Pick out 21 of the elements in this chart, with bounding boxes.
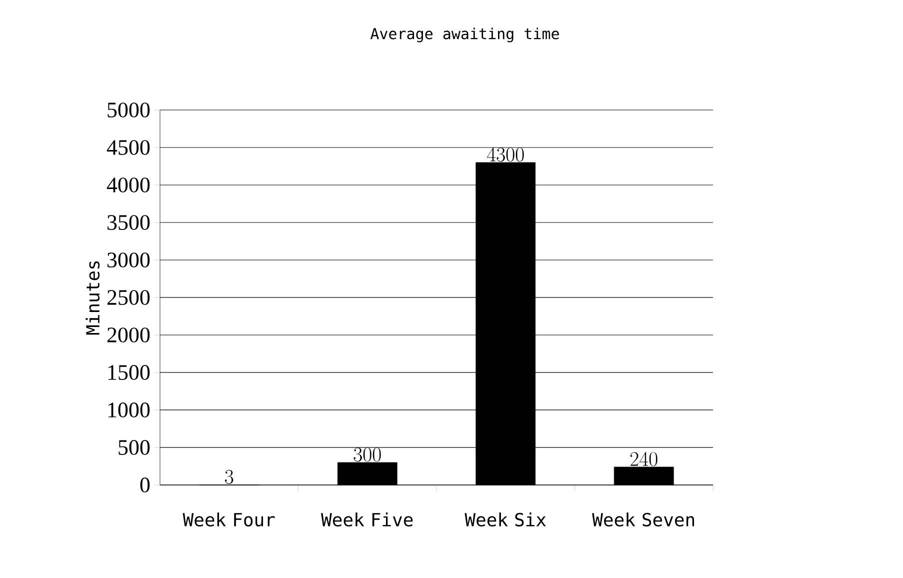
y-tick-label: 2000 bbox=[107, 328, 150, 342]
y-axis-title: Minutes bbox=[86, 261, 100, 335]
y-tick-label: 4500 bbox=[106, 140, 150, 155]
x-tick-label: Week Seven bbox=[592, 512, 694, 526]
x-tick-label: Week Four bbox=[182, 512, 275, 526]
chart-title: Average awaiting time bbox=[370, 28, 559, 42]
data-label: 300 bbox=[354, 448, 381, 462]
y-tick-label: 500 bbox=[118, 440, 150, 455]
data-label: 4300 bbox=[487, 147, 524, 162]
y-tick-label: 1500 bbox=[108, 365, 150, 380]
x-tick-label: Week Six bbox=[464, 512, 546, 526]
y-tick-label: 5000 bbox=[108, 102, 150, 118]
y-tick-label: 1000 bbox=[108, 402, 150, 418]
y-tick-label: 4000 bbox=[106, 178, 150, 192]
y-tick-label: 2500 bbox=[107, 290, 150, 305]
data-label: 240 bbox=[630, 452, 658, 466]
x-tick-label: Week Five bbox=[321, 512, 413, 526]
y-tick-label: 3500 bbox=[108, 215, 150, 230]
y-tick-label: 3000 bbox=[108, 252, 150, 268]
data-label: 3 bbox=[225, 470, 234, 484]
y-tick-label: 0 bbox=[140, 478, 150, 492]
